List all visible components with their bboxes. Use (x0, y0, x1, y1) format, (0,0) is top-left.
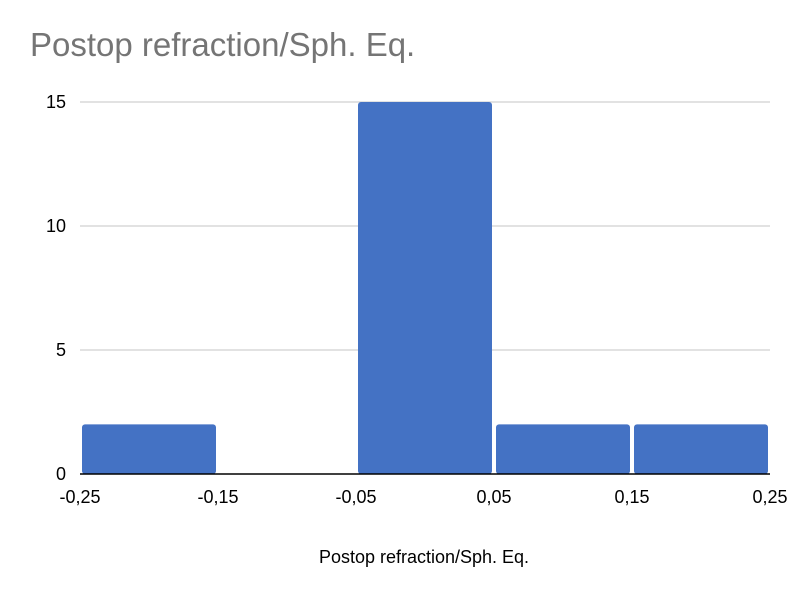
x-tick-label: 0,05 (476, 487, 511, 507)
x-tick-label: 0,25 (752, 487, 787, 507)
bars (82, 102, 768, 474)
x-axis-label: Postop refraction/Sph. Eq. (318, 547, 530, 567)
histogram-bar (358, 102, 492, 474)
y-tick-label: 15 (46, 92, 66, 112)
chart-title: Postop refraction/Sph. Eq. (30, 26, 416, 63)
y-tick-labels: 0 5 10 15 (46, 92, 66, 484)
histogram-bar (496, 424, 630, 474)
histogram-bar (82, 424, 216, 474)
x-tick-label: 0,15 (614, 487, 649, 507)
x-tick-label: -0,15 (197, 487, 238, 507)
y-tick-label: 5 (56, 340, 66, 360)
histogram-bar (634, 424, 768, 474)
x-tick-labels: -0,25 -0,15 -0,05 0,05 0,15 0,25 (59, 487, 787, 507)
y-tick-label: 10 (46, 216, 66, 236)
y-tick-label: 0 (56, 464, 66, 484)
x-tick-label: -0,25 (59, 487, 100, 507)
x-tick-label: -0,05 (335, 487, 376, 507)
